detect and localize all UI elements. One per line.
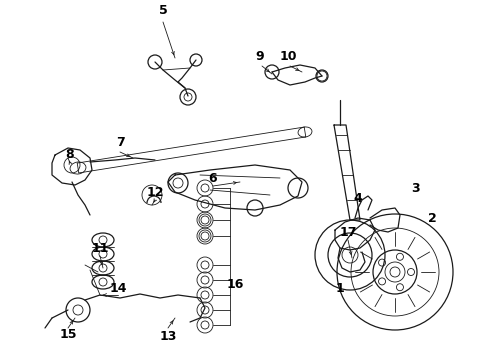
Text: 6: 6 xyxy=(209,171,217,184)
Text: 10: 10 xyxy=(279,50,297,63)
Text: 12: 12 xyxy=(146,186,164,199)
Text: 17: 17 xyxy=(339,226,357,239)
Text: 11: 11 xyxy=(91,242,109,255)
Text: 5: 5 xyxy=(159,4,168,17)
Text: 13: 13 xyxy=(159,330,177,343)
Text: 16: 16 xyxy=(226,279,244,292)
Text: 4: 4 xyxy=(354,192,363,204)
Text: 2: 2 xyxy=(428,211,437,225)
Text: 3: 3 xyxy=(411,181,419,194)
Text: 8: 8 xyxy=(66,148,74,162)
Text: 15: 15 xyxy=(59,328,77,342)
Text: 9: 9 xyxy=(256,50,264,63)
Text: 14: 14 xyxy=(109,282,127,294)
Text: 1: 1 xyxy=(336,282,344,294)
Text: 7: 7 xyxy=(116,136,124,149)
